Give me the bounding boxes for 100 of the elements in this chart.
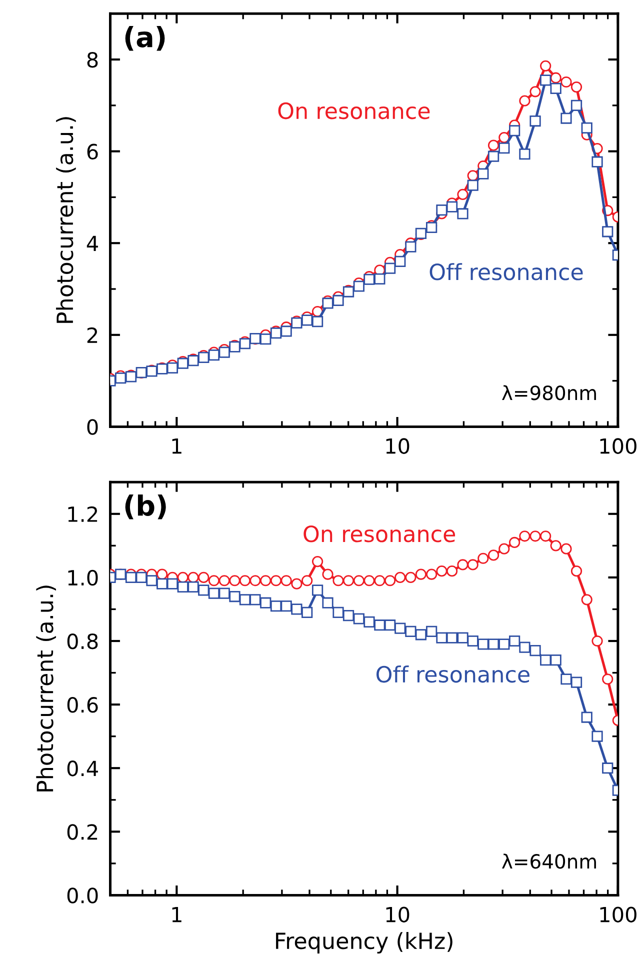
point bbox=[457, 208, 468, 220]
point bbox=[530, 644, 541, 656]
point bbox=[270, 600, 282, 612]
point bbox=[581, 122, 592, 134]
x-tick-label: 1 bbox=[172, 438, 182, 454]
y-axis-title: Photocurrent (a.u.) bbox=[36, 586, 56, 792]
point bbox=[550, 72, 562, 84]
point bbox=[467, 635, 478, 647]
point bbox=[602, 674, 614, 685]
point bbox=[250, 575, 261, 586]
point bbox=[302, 606, 313, 618]
point bbox=[364, 274, 375, 285]
point bbox=[218, 588, 230, 599]
point bbox=[436, 632, 448, 644]
point bbox=[312, 556, 324, 568]
point bbox=[550, 540, 562, 552]
point bbox=[218, 575, 230, 586]
point bbox=[280, 600, 292, 612]
annotation: λ=980nm bbox=[502, 385, 596, 400]
series-label: On resonance bbox=[304, 525, 456, 542]
point bbox=[198, 584, 210, 596]
point bbox=[560, 112, 572, 124]
y-tick-label: 8 bbox=[87, 52, 98, 68]
point bbox=[415, 568, 427, 580]
point bbox=[364, 575, 375, 586]
x-tick-label: 100 bbox=[600, 906, 636, 922]
point bbox=[260, 333, 272, 345]
y-tick-label: 0 bbox=[87, 419, 98, 435]
x-tick-label: 10 bbox=[386, 906, 410, 922]
y-tick-label: 0.4 bbox=[67, 760, 98, 776]
point bbox=[250, 594, 261, 606]
point bbox=[560, 674, 572, 685]
point bbox=[488, 550, 500, 561]
point bbox=[446, 632, 458, 644]
point bbox=[498, 142, 510, 154]
point bbox=[405, 572, 416, 583]
point bbox=[467, 180, 478, 191]
point bbox=[156, 578, 168, 590]
point bbox=[384, 620, 396, 631]
point bbox=[592, 156, 603, 168]
point bbox=[602, 762, 614, 774]
y-tick-label: 1.2 bbox=[68, 506, 98, 522]
point bbox=[280, 326, 292, 337]
point bbox=[498, 132, 510, 144]
point bbox=[384, 575, 396, 586]
point bbox=[405, 241, 416, 252]
point bbox=[394, 622, 406, 634]
point bbox=[280, 575, 292, 586]
point bbox=[436, 204, 448, 216]
point bbox=[540, 530, 552, 542]
point bbox=[560, 76, 572, 88]
point bbox=[560, 543, 572, 554]
point bbox=[188, 581, 199, 593]
point bbox=[260, 575, 272, 586]
point bbox=[374, 575, 386, 586]
point bbox=[332, 606, 344, 618]
point bbox=[291, 578, 302, 590]
point bbox=[353, 575, 364, 586]
x-tick-label: 100 bbox=[600, 438, 636, 454]
point bbox=[208, 575, 220, 586]
point bbox=[218, 346, 230, 358]
point bbox=[570, 81, 582, 93]
series-label: Off resonance bbox=[376, 666, 530, 683]
point bbox=[550, 82, 562, 94]
x-axis-title: Frequency (kHz) bbox=[276, 932, 452, 954]
point bbox=[312, 316, 324, 328]
point bbox=[570, 676, 582, 688]
annotation: (a) bbox=[125, 26, 165, 51]
point bbox=[550, 654, 562, 666]
point bbox=[581, 594, 592, 606]
point bbox=[353, 280, 364, 292]
point bbox=[498, 638, 510, 650]
point bbox=[177, 572, 188, 583]
point bbox=[136, 572, 147, 583]
y-tick-label: 2 bbox=[87, 327, 98, 343]
point bbox=[115, 372, 126, 384]
point bbox=[332, 294, 344, 306]
point bbox=[592, 730, 603, 742]
point bbox=[146, 575, 158, 586]
point bbox=[384, 262, 396, 274]
point bbox=[540, 654, 552, 666]
point bbox=[270, 575, 282, 586]
point bbox=[530, 530, 541, 542]
point bbox=[125, 572, 137, 583]
point bbox=[364, 616, 375, 628]
point bbox=[239, 594, 251, 606]
point bbox=[446, 201, 458, 212]
point bbox=[581, 712, 592, 723]
point bbox=[342, 610, 354, 622]
point bbox=[374, 273, 386, 284]
point bbox=[488, 150, 500, 162]
point bbox=[322, 298, 334, 309]
point bbox=[540, 74, 552, 86]
point bbox=[540, 60, 552, 72]
point bbox=[415, 629, 427, 640]
point bbox=[530, 115, 541, 127]
point bbox=[457, 188, 468, 200]
point bbox=[188, 572, 199, 583]
point bbox=[530, 86, 541, 98]
point bbox=[322, 597, 334, 608]
